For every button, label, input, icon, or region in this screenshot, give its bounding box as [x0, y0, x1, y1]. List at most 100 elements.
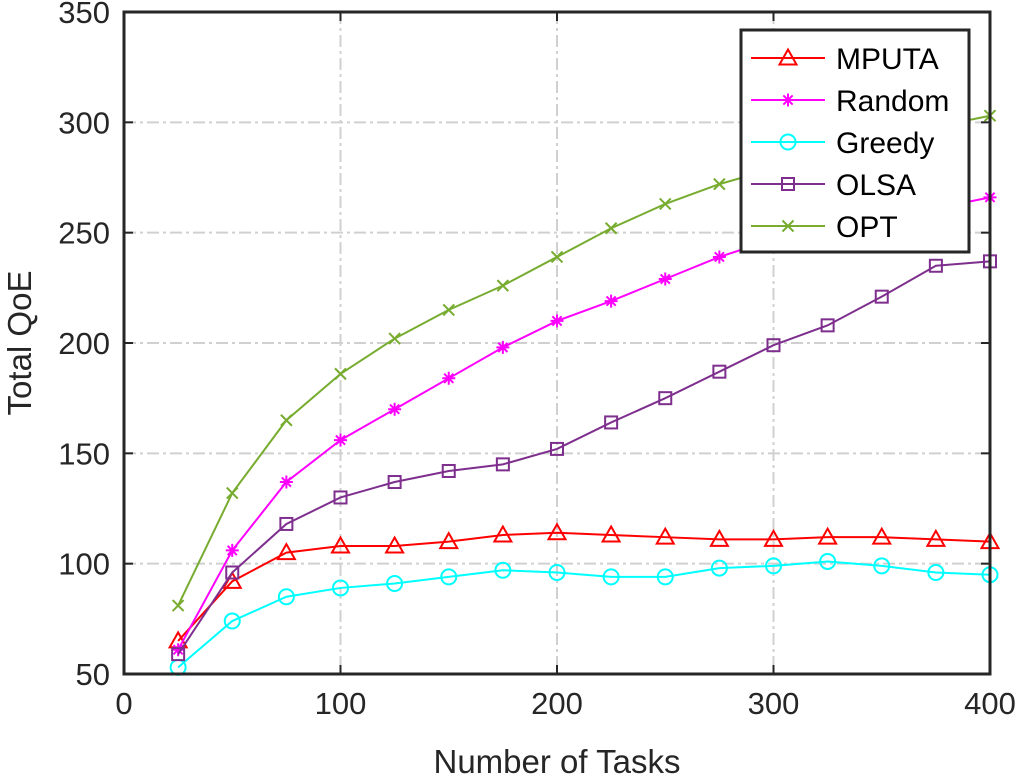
- data-point: [765, 557, 782, 575]
- data-point: [781, 93, 795, 107]
- data-point: [279, 516, 294, 531]
- data-point: [332, 579, 349, 597]
- data-point: [656, 568, 674, 586]
- data-point: [496, 340, 510, 354]
- data-point: [604, 415, 619, 430]
- y-tick-label: 200: [58, 326, 110, 361]
- data-point: [658, 391, 673, 406]
- data-point: [604, 222, 618, 235]
- data-point: [442, 371, 456, 385]
- data-point: [495, 457, 510, 472]
- data-point: [171, 647, 186, 662]
- y-tick-label: 300: [58, 105, 110, 140]
- data-point: [280, 414, 293, 427]
- data-point: [334, 433, 347, 447]
- data-point: [871, 526, 892, 545]
- series-olsa: [171, 254, 997, 662]
- data-point: [546, 522, 568, 541]
- data-point: [171, 599, 185, 612]
- data-point: [779, 133, 797, 151]
- x-tick-label: 400: [964, 686, 1016, 721]
- legend-item: Random: [751, 85, 949, 118]
- data-point: [600, 524, 622, 543]
- data-point: [928, 258, 943, 273]
- data-point: [709, 528, 730, 547]
- data-point: [655, 526, 676, 545]
- legend-label: OLSA: [836, 169, 916, 202]
- legend-item: OLSA: [751, 169, 916, 202]
- legend-item: MPUTA: [751, 43, 939, 76]
- data-point: [659, 197, 672, 211]
- data-point: [440, 568, 458, 586]
- y-axis-label: Total QoE: [1, 271, 38, 416]
- data-point: [763, 528, 784, 547]
- x-tick-label: 100: [315, 686, 367, 721]
- legend-label: Greedy: [836, 127, 934, 160]
- x-axis-label: Number of Tasks: [434, 743, 681, 780]
- series-line: [177, 560, 991, 669]
- data-point: [604, 294, 618, 308]
- data-point: [492, 524, 514, 543]
- data-point: [927, 563, 945, 581]
- legend-label: Random: [836, 85, 949, 118]
- y-tick-label: 350: [58, 0, 110, 30]
- data-point: [710, 559, 728, 577]
- data-point: [388, 402, 402, 416]
- data-point: [276, 542, 297, 561]
- data-point: [438, 531, 459, 550]
- data-point: [223, 612, 241, 630]
- legend-label: OPT: [836, 211, 898, 244]
- x-tick-label: 0: [115, 686, 132, 721]
- data-point: [494, 561, 512, 579]
- data-point: [874, 289, 889, 304]
- data-point: [713, 177, 726, 191]
- y-tick-label: 250: [58, 216, 110, 251]
- y-tick-label: 150: [58, 436, 110, 471]
- data-point: [658, 272, 672, 286]
- data-point: [386, 575, 404, 593]
- data-point: [442, 303, 455, 317]
- y-tick-label: 100: [58, 547, 110, 582]
- data-point: [817, 526, 838, 545]
- data-point: [387, 475, 402, 490]
- data-point: [496, 279, 510, 292]
- data-point: [550, 314, 564, 328]
- legend-label: MPUTA: [836, 43, 939, 76]
- data-point: [277, 588, 295, 606]
- series-line: [177, 531, 991, 642]
- data-point: [441, 463, 456, 478]
- data-point: [602, 568, 620, 586]
- data-point: [225, 543, 239, 557]
- series-greedy: [169, 552, 999, 676]
- data-point: [171, 643, 185, 657]
- data-point: [226, 486, 239, 500]
- series-line: [177, 260, 991, 655]
- data-point: [781, 219, 795, 233]
- data-point: [712, 364, 727, 379]
- data-point: [873, 557, 891, 575]
- data-point: [550, 441, 564, 456]
- data-point: [777, 47, 799, 66]
- data-point: [334, 367, 347, 381]
- axes: 0 100 200 300 400 50 100 150 200 250 300 350: [58, 0, 1016, 721]
- data-point: [712, 250, 726, 264]
- y-tick-label: 50: [76, 657, 110, 692]
- data-point: [550, 250, 564, 264]
- data-point: [333, 490, 348, 505]
- data-point: [820, 318, 835, 333]
- data-point: [388, 332, 401, 345]
- x-tick-label: 200: [531, 686, 583, 721]
- series-mputa: [167, 522, 1001, 649]
- data-point: [384, 535, 405, 554]
- legend-item: OPT: [751, 211, 898, 244]
- data-point: [548, 563, 566, 581]
- x-tick-label: 300: [748, 686, 800, 721]
- data-point: [330, 535, 351, 554]
- data-point: [819, 552, 837, 570]
- data-point: [225, 565, 240, 580]
- data-point: [781, 177, 795, 191]
- data-point: [925, 528, 947, 547]
- legend-item: Greedy: [751, 127, 934, 160]
- data-point: [766, 338, 781, 353]
